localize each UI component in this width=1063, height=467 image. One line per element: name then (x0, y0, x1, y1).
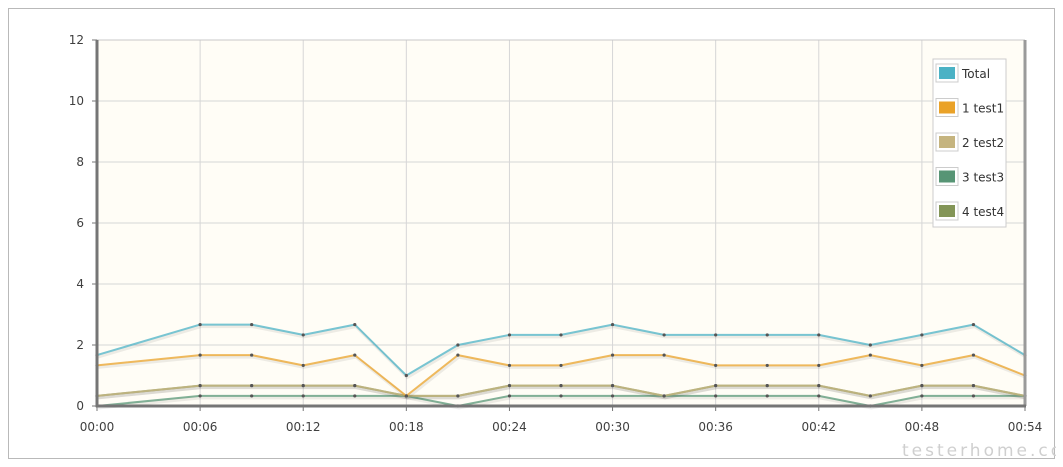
x-tick-label: 00:30 (595, 420, 630, 434)
legend-swatch (939, 101, 955, 114)
y-tick-label: 4 (76, 277, 84, 291)
data-point (920, 333, 924, 337)
data-point (353, 353, 357, 357)
x-tick-label: 00:48 (905, 420, 940, 434)
y-tick-label: 12 (69, 33, 84, 47)
data-point (610, 353, 615, 357)
data-point (714, 383, 718, 388)
data-point (868, 343, 872, 347)
data-point (920, 383, 924, 388)
x-tick-label: 00:12 (286, 420, 321, 434)
data-point (353, 394, 357, 398)
line-chart: 0 2 4 6 8 10 12 00:00 00:06 00:12 00:18 00:24 00:30 0… (69, 33, 1056, 460)
data-point (250, 353, 254, 357)
data-point (250, 383, 254, 388)
data-point (198, 383, 202, 388)
y-tick-label: 10 (69, 94, 84, 108)
data-point (559, 363, 563, 368)
data-point (765, 394, 769, 398)
data-point (456, 394, 460, 398)
y-tick-label: 0 (76, 399, 84, 413)
data-point (198, 353, 202, 357)
series-line-4 (96, 394, 1025, 407)
series-shadow (97, 386, 1027, 400)
x-tick-label: 00:06 (183, 420, 218, 434)
data-point (507, 394, 512, 398)
data-point (559, 333, 563, 337)
data-point (817, 383, 821, 388)
data-point (817, 333, 821, 337)
legend-swatch (939, 67, 955, 79)
x-tick-label: 00:24 (492, 420, 527, 434)
x-tick-label: 00:42 (801, 420, 836, 434)
legend-swatch (939, 136, 955, 148)
series-line-3 (96, 384, 1026, 397)
data-point (507, 333, 512, 337)
data-point (404, 373, 408, 378)
data-point (714, 394, 718, 398)
legend-label: Total (961, 67, 990, 81)
data-point (610, 383, 615, 388)
data-point (662, 333, 666, 337)
y-tick-label: 2 (76, 338, 84, 352)
series-shadow (97, 355, 1027, 400)
legend-swatch (939, 205, 955, 217)
data-point (920, 363, 924, 368)
data-point (662, 353, 666, 357)
legend-swatch (939, 170, 955, 183)
y-tick-label: 8 (76, 155, 84, 169)
data-point (198, 394, 202, 398)
data-point (456, 353, 460, 357)
chart-container: 0 2 4 6 8 10 12 00:00 00:06 00:12 00:18 00:24 00:30 0… (8, 8, 1056, 460)
data-point (662, 394, 666, 398)
data-point (817, 394, 821, 398)
x-tick-label: 00:36 (698, 420, 733, 434)
data-point (610, 394, 615, 398)
series-shadow (97, 324, 1027, 380)
data-point (817, 363, 821, 368)
data-point (868, 394, 872, 398)
data-point (971, 353, 976, 357)
data-point (404, 394, 408, 398)
data-point (507, 383, 512, 388)
series-shadow (97, 386, 1027, 400)
data-point (920, 394, 924, 398)
data-point (765, 383, 769, 388)
data-point (301, 363, 305, 368)
data-point (714, 333, 718, 337)
legend-label: 1 test1 (962, 102, 1004, 116)
data-point (353, 322, 357, 327)
data-point (353, 383, 357, 388)
x-tick-label: 00:18 (389, 420, 424, 434)
data-point (868, 353, 872, 357)
series-line-1 (96, 323, 1026, 377)
data-point (971, 394, 976, 398)
watermark-text: testerhome.com (902, 441, 1056, 460)
data-point (198, 322, 202, 327)
legend-label: 4 test4 (962, 205, 1004, 219)
x-tick-label: 00:54 (1008, 420, 1043, 434)
data-point (971, 383, 976, 388)
data-point (250, 322, 254, 327)
data-point (456, 343, 460, 347)
data-point (250, 394, 254, 398)
data-point (301, 394, 305, 398)
x-tick-label: 00:00 (80, 420, 115, 434)
data-point (971, 322, 976, 327)
data-point (559, 394, 563, 398)
series-line-2 (96, 354, 1026, 397)
legend-label: 3 test3 (962, 171, 1004, 185)
y-tick-label: 6 (76, 216, 84, 230)
data-point (765, 363, 769, 368)
legend-label: 2 test2 (962, 136, 1004, 150)
data-point (301, 383, 305, 388)
data-point (714, 363, 718, 368)
data-point (301, 333, 305, 337)
data-point (610, 322, 615, 327)
data-point (507, 363, 512, 368)
data-point (559, 383, 563, 388)
data-point (765, 333, 769, 337)
